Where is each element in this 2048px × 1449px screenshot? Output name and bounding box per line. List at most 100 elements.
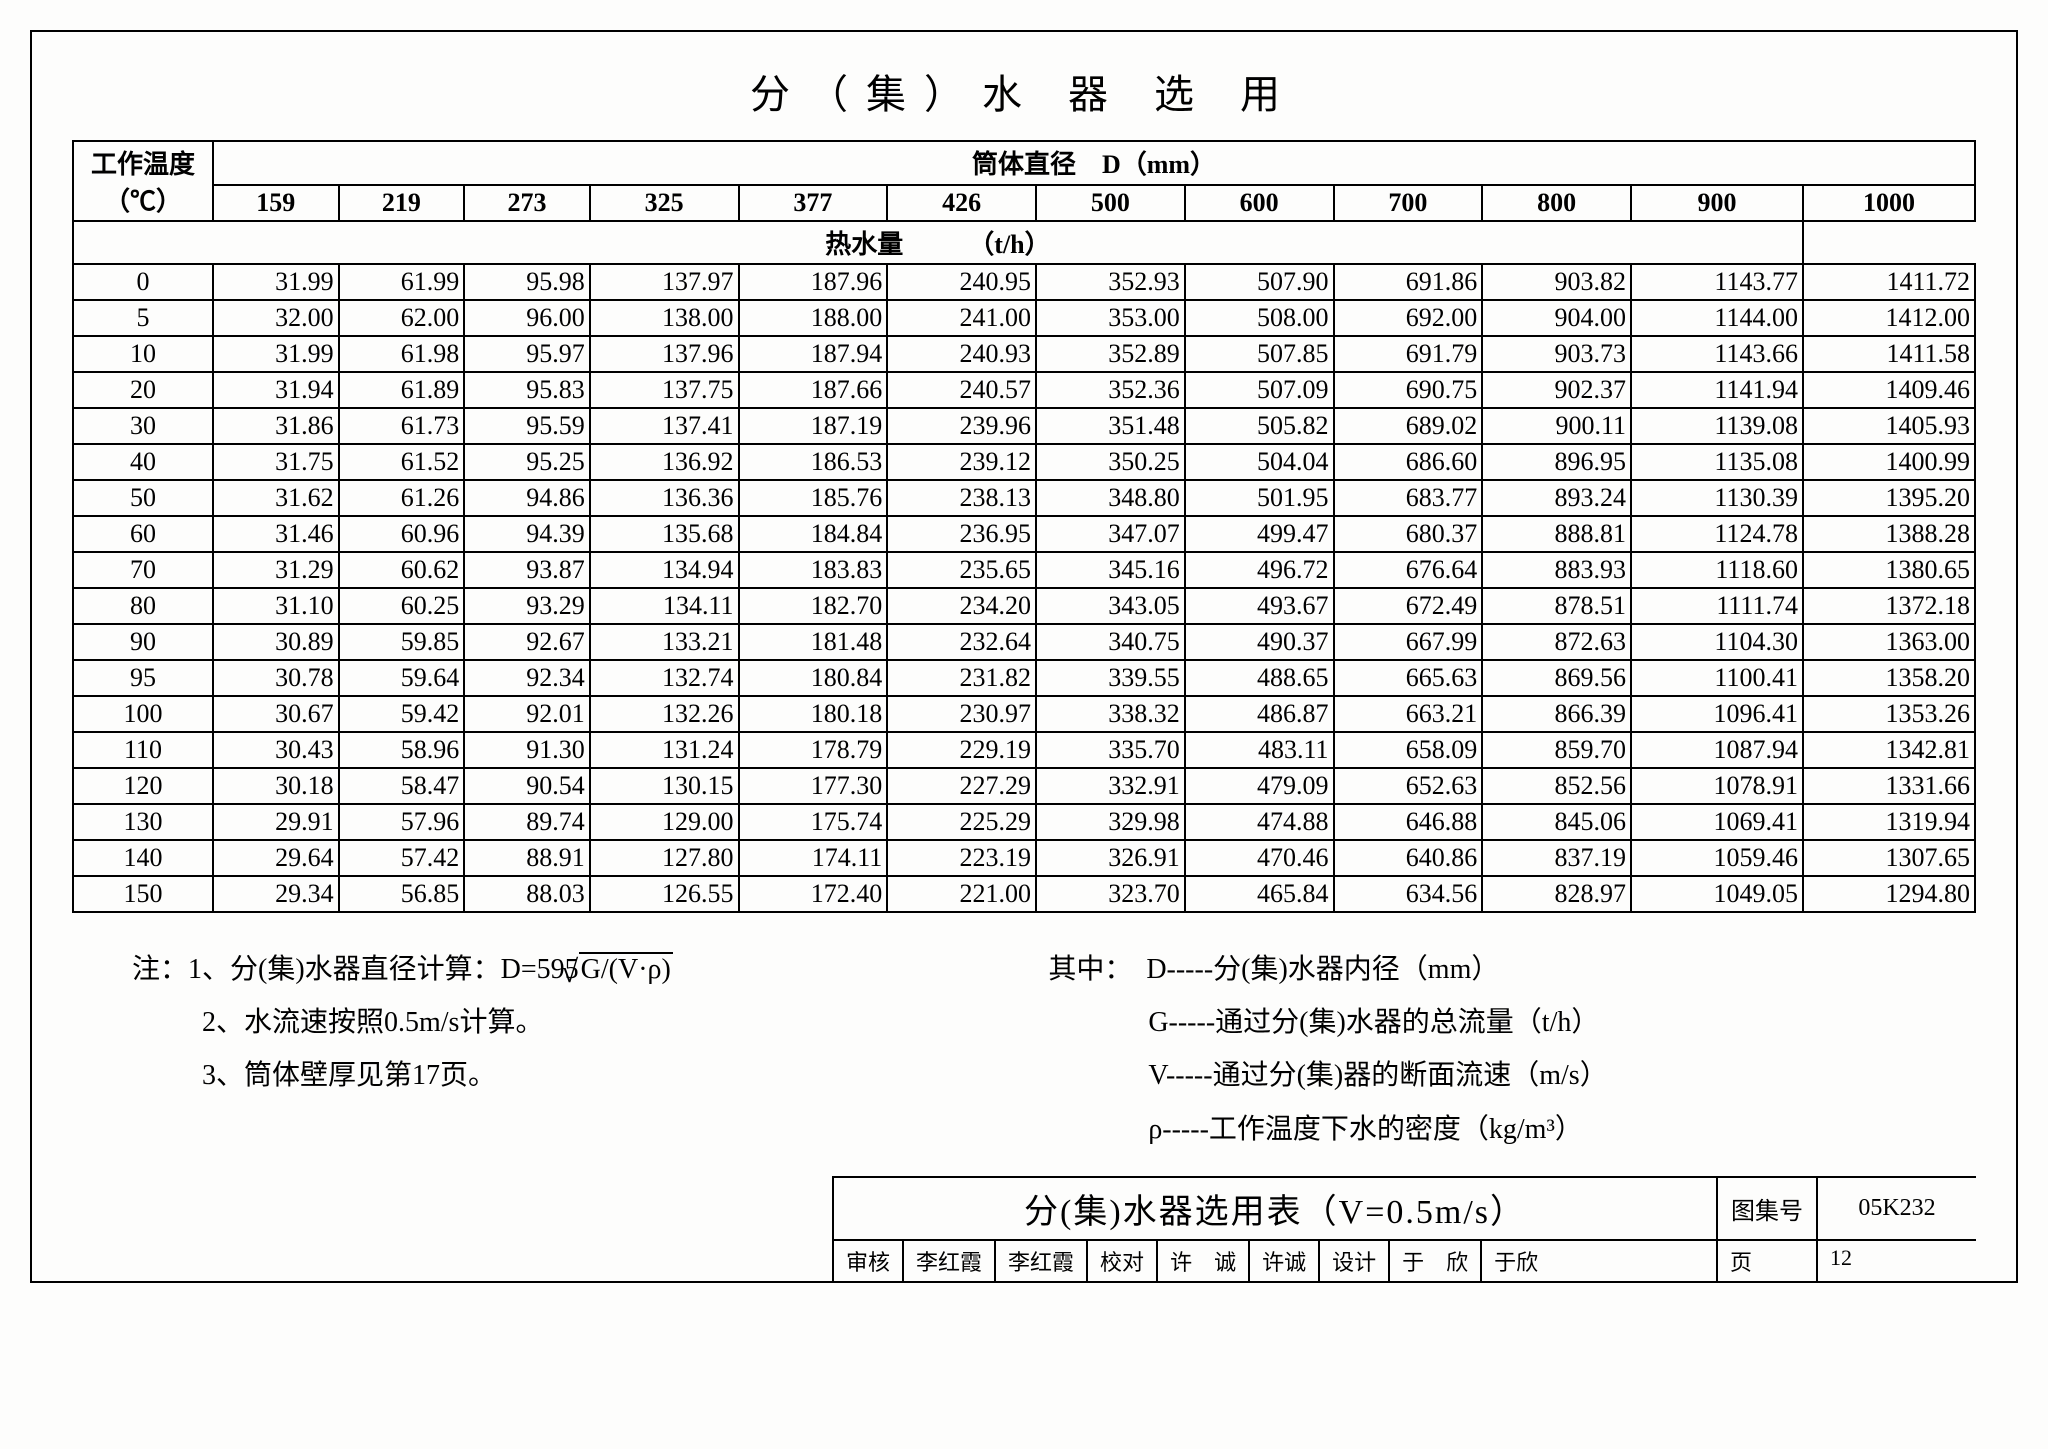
value-cell: 131.24 xyxy=(590,732,739,768)
value-cell: 1363.00 xyxy=(1803,624,1975,660)
value-cell: 61.99 xyxy=(339,264,465,300)
value-cell: 240.57 xyxy=(887,372,1036,408)
value-cell: 893.24 xyxy=(1482,480,1631,516)
value-cell: 232.64 xyxy=(887,624,1036,660)
value-cell: 59.85 xyxy=(339,624,465,660)
value-cell: 30.18 xyxy=(213,768,339,804)
checker-signature: 许诚 xyxy=(1248,1241,1318,1281)
temperature-cell: 90 xyxy=(73,624,213,660)
value-cell: 31.46 xyxy=(213,516,339,552)
value-cell: 234.20 xyxy=(887,588,1036,624)
value-cell: 31.86 xyxy=(213,408,339,444)
value-cell: 872.63 xyxy=(1482,624,1631,660)
value-cell: 1358.20 xyxy=(1803,660,1975,696)
value-cell: 241.00 xyxy=(887,300,1036,336)
temperature-cell: 30 xyxy=(73,408,213,444)
value-cell: 900.11 xyxy=(1482,408,1631,444)
value-cell: 31.62 xyxy=(213,480,339,516)
value-cell: 32.00 xyxy=(213,300,339,336)
table-body: 031.9961.9995.98137.97187.96240.95352.93… xyxy=(73,264,1975,912)
value-cell: 1118.60 xyxy=(1631,552,1803,588)
value-cell: 31.10 xyxy=(213,588,339,624)
temperature-cell: 120 xyxy=(73,768,213,804)
value-cell: 470.46 xyxy=(1185,840,1334,876)
value-cell: 180.18 xyxy=(739,696,888,732)
value-cell: 60.96 xyxy=(339,516,465,552)
value-cell: 340.75 xyxy=(1036,624,1185,660)
value-cell: 646.88 xyxy=(1334,804,1483,840)
temperature-cell: 5 xyxy=(73,300,213,336)
value-cell: 339.55 xyxy=(1036,660,1185,696)
value-cell: 136.36 xyxy=(590,480,739,516)
value-cell: 90.54 xyxy=(464,768,590,804)
diameter-row: 1592192733253774265006007008009001000 xyxy=(73,185,1975,221)
value-cell: 507.85 xyxy=(1185,336,1334,372)
diameter-header: 1000 xyxy=(1803,185,1975,221)
table-row: 12030.1858.4790.54130.15177.30227.29332.… xyxy=(73,768,1975,804)
value-cell: 1144.00 xyxy=(1631,300,1803,336)
value-cell: 483.11 xyxy=(1185,732,1334,768)
value-cell: 31.99 xyxy=(213,336,339,372)
value-cell: 903.82 xyxy=(1482,264,1631,300)
value-cell: 231.82 xyxy=(887,660,1036,696)
value-cell: 183.83 xyxy=(739,552,888,588)
value-cell: 59.42 xyxy=(339,696,465,732)
diameter-header: 900 xyxy=(1631,185,1803,221)
value-cell: 329.98 xyxy=(1036,804,1185,840)
table-row: 4031.7561.5295.25136.92186.53239.12350.2… xyxy=(73,444,1975,480)
value-cell: 239.96 xyxy=(887,408,1036,444)
value-cell: 869.56 xyxy=(1482,660,1631,696)
value-cell: 904.00 xyxy=(1482,300,1631,336)
value-cell: 1353.26 xyxy=(1803,696,1975,732)
flow-span-header: 热水量 （t/h） xyxy=(73,221,1803,264)
value-cell: 345.16 xyxy=(1036,552,1185,588)
value-cell: 486.87 xyxy=(1185,696,1334,732)
value-cell: 479.09 xyxy=(1185,768,1334,804)
value-cell: 240.93 xyxy=(887,336,1036,372)
value-cell: 30.43 xyxy=(213,732,339,768)
value-cell: 225.29 xyxy=(887,804,1036,840)
value-cell: 508.00 xyxy=(1185,300,1334,336)
diameter-header: 500 xyxy=(1036,185,1185,221)
drawing-title: 分(集)水器选用表（V=0.5m/s） xyxy=(832,1178,1716,1239)
value-cell: 663.21 xyxy=(1334,696,1483,732)
value-cell: 505.82 xyxy=(1185,408,1334,444)
value-cell: 665.63 xyxy=(1334,660,1483,696)
value-cell: 883.93 xyxy=(1482,552,1631,588)
value-cell: 507.90 xyxy=(1185,264,1334,300)
note-where-rho: ρ-----工作温度下水的密度（kg/m³） xyxy=(1048,1103,1916,1156)
diameter-header: 219 xyxy=(339,185,465,221)
value-cell: 181.48 xyxy=(739,624,888,660)
value-cell: 1130.39 xyxy=(1631,480,1803,516)
value-cell: 1331.66 xyxy=(1803,768,1975,804)
value-cell: 686.60 xyxy=(1334,444,1483,480)
selection-table: 工作温度 （℃） 筒体直径 D（mm） 15921927332537742650… xyxy=(72,140,1976,913)
value-cell: 692.00 xyxy=(1334,300,1483,336)
value-cell: 188.00 xyxy=(739,300,888,336)
value-cell: 634.56 xyxy=(1334,876,1483,912)
value-cell: 88.03 xyxy=(464,876,590,912)
page-label: 页 xyxy=(1716,1241,1816,1281)
reviewer-signature: 李红霞 xyxy=(994,1241,1086,1281)
designer-name: 于 欣 xyxy=(1388,1241,1480,1281)
value-cell: 353.00 xyxy=(1036,300,1185,336)
table-row: 3031.8661.7395.59137.41187.19239.96351.4… xyxy=(73,408,1975,444)
table-row: 5031.6261.2694.86136.36185.76238.13348.8… xyxy=(73,480,1975,516)
value-cell: 134.94 xyxy=(590,552,739,588)
value-cell: 852.56 xyxy=(1482,768,1631,804)
value-cell: 1049.05 xyxy=(1631,876,1803,912)
value-cell: 187.96 xyxy=(739,264,888,300)
value-cell: 1400.99 xyxy=(1803,444,1975,480)
value-cell: 186.53 xyxy=(739,444,888,480)
value-cell: 351.48 xyxy=(1036,408,1185,444)
table-row: 031.9961.9995.98137.97187.96240.95352.93… xyxy=(73,264,1975,300)
value-cell: 136.92 xyxy=(590,444,739,480)
value-cell: 859.70 xyxy=(1482,732,1631,768)
value-cell: 1411.72 xyxy=(1803,264,1975,300)
value-cell: 352.89 xyxy=(1036,336,1185,372)
value-cell: 60.25 xyxy=(339,588,465,624)
value-cell: 499.47 xyxy=(1185,516,1334,552)
value-cell: 902.37 xyxy=(1482,372,1631,408)
value-cell: 95.98 xyxy=(464,264,590,300)
value-cell: 29.34 xyxy=(213,876,339,912)
